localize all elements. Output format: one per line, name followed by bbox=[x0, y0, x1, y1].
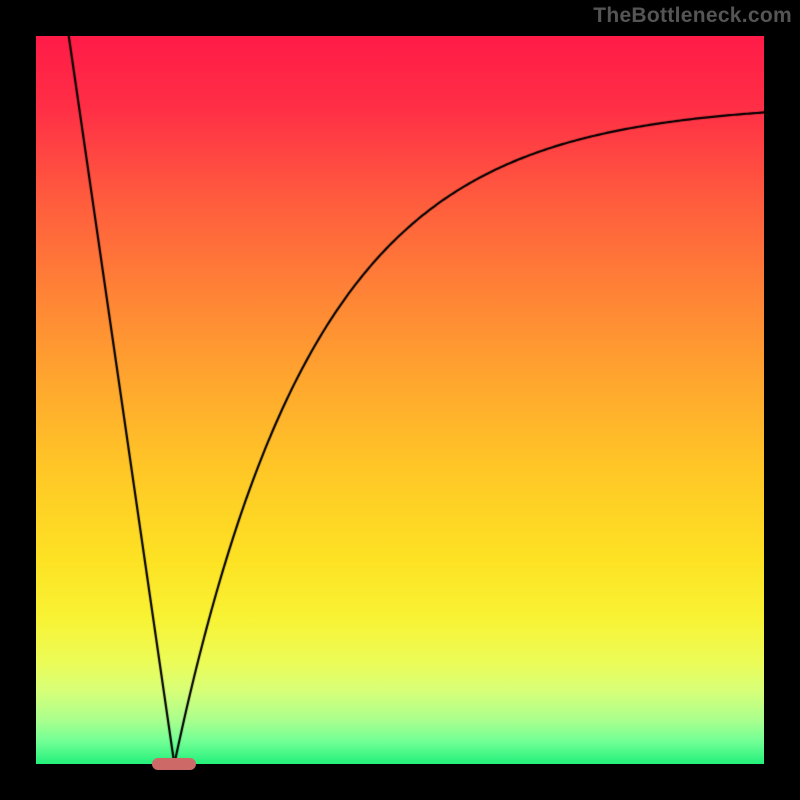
chart-dip-marker bbox=[152, 758, 196, 770]
chart-canvas bbox=[36, 36, 764, 764]
chart-plot-area bbox=[36, 36, 764, 764]
chart-outer-frame: TheBottleneck.com bbox=[0, 0, 800, 800]
watermark-text: TheBottleneck.com bbox=[593, 4, 792, 28]
